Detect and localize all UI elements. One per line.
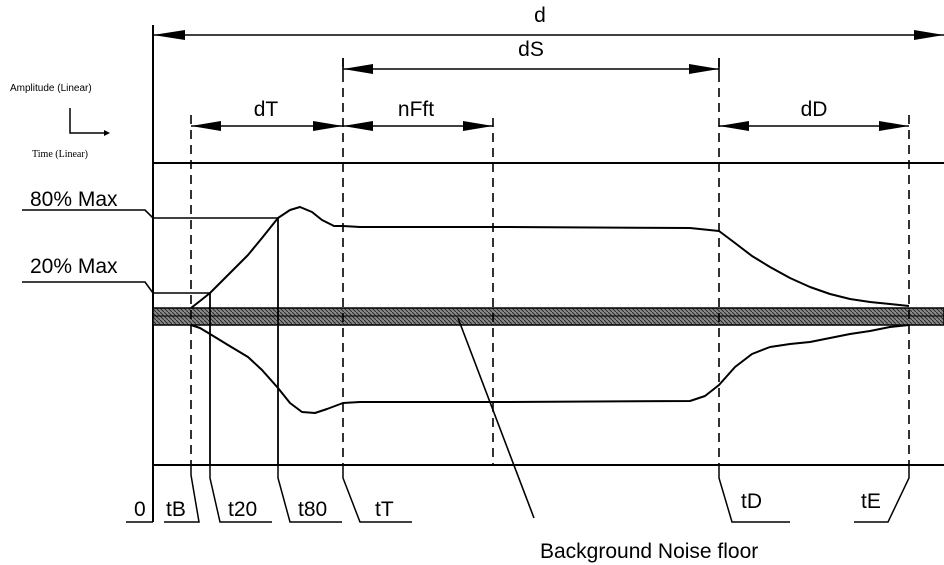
signal-envelope: [190, 206, 910, 414]
leader-tT: [342, 465, 412, 523]
time-label-tE: tE: [861, 490, 881, 513]
leader-tD: [718, 465, 790, 523]
envelope-lower: [190, 324, 910, 414]
max80-label: 80% Max: [30, 188, 118, 211]
duration-d: d: [153, 4, 944, 40]
time-label-t80: t80: [298, 498, 327, 521]
axis-key-glyph: [69, 108, 104, 134]
time-label-tB: tB: [166, 498, 186, 521]
max20-label: 20% Max: [30, 255, 118, 278]
duration-d-label: d: [534, 4, 546, 27]
envelope-upper: [190, 206, 910, 309]
noise-floor-leader: [457, 317, 535, 519]
noise-floor-label: Background Noise floor: [540, 540, 758, 563]
time-label-tD: tD: [741, 490, 762, 513]
threshold-lines: [22, 209, 278, 294]
time-label-t20: t20: [228, 498, 257, 521]
duration-nFft-label: nFft: [398, 98, 434, 121]
threshold-markers: [209, 218, 279, 465]
noise-floor-band: [152, 307, 944, 326]
axis-key-arrowhead: [104, 130, 110, 136]
leader-t80: [277, 465, 342, 523]
duration-dS-label: dS: [518, 38, 544, 61]
time-axis-label: Time (Linear): [32, 149, 88, 160]
time-label-tT: tT: [375, 498, 394, 521]
max20-line: [22, 281, 210, 294]
duration-dT-label: dT: [254, 98, 279, 121]
plot-frame: [152, 25, 944, 522]
duration-dS: dS: [342, 38, 720, 74]
axis-key: Amplitude (Linear) Time (Linear): [10, 83, 110, 160]
leader-tB: [164, 465, 200, 523]
duration-dD: dD: [719, 98, 909, 131]
leader-t20: [209, 465, 272, 523]
time-labels: [126, 465, 910, 523]
duration-nFft: nFft: [343, 98, 493, 131]
time-label-zero: 0: [134, 498, 146, 521]
duration-dD-label: dD: [801, 98, 828, 121]
amplitude-axis-label: Amplitude (Linear): [10, 83, 92, 94]
leader-tE: [854, 465, 910, 523]
duration-dT: dT: [191, 98, 343, 131]
max80-line: [22, 209, 278, 219]
